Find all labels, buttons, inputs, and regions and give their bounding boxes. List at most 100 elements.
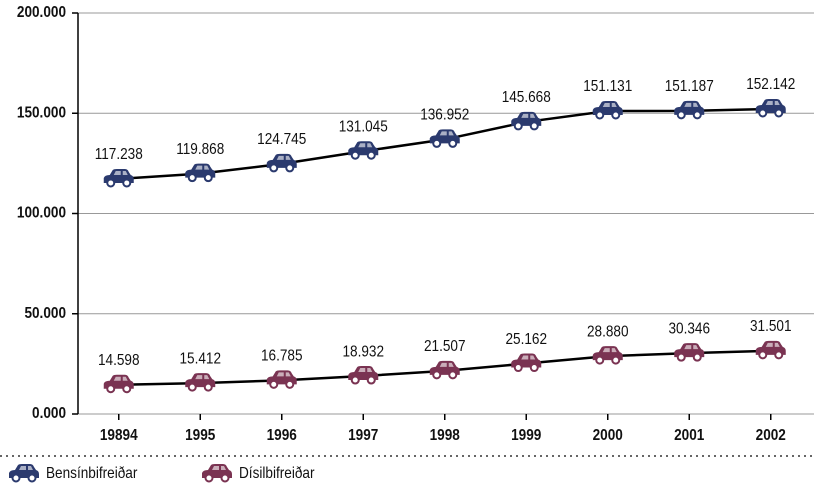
car-wheel xyxy=(204,473,214,483)
data-label: 25.162 xyxy=(505,331,547,348)
car-wheel xyxy=(432,370,442,380)
car-marker xyxy=(755,98,786,118)
car-marker xyxy=(103,374,134,394)
car-marker xyxy=(755,340,786,360)
car-window xyxy=(358,368,373,373)
y-tick-label: 50.000 xyxy=(24,305,66,322)
car-window xyxy=(521,355,536,360)
car-wheel xyxy=(285,379,295,389)
data-label: 151.131 xyxy=(583,78,632,95)
y-tick-label: 150.000 xyxy=(17,105,66,122)
data-label: 18.932 xyxy=(342,343,384,360)
y-tick-label: 0.000 xyxy=(32,405,66,422)
car-window xyxy=(765,100,780,105)
car-window xyxy=(195,165,210,170)
car-wheel xyxy=(366,375,376,385)
car-window xyxy=(195,375,210,380)
car-window xyxy=(358,143,373,148)
data-label: 119.868 xyxy=(176,141,224,158)
car-wheel xyxy=(106,178,116,188)
car-wheel xyxy=(220,473,230,483)
car-marker xyxy=(348,141,379,160)
car-wheel xyxy=(187,173,197,183)
car-marker xyxy=(266,370,297,389)
car-wheel xyxy=(513,121,523,131)
car-window xyxy=(276,372,291,377)
data-label: 124.745 xyxy=(257,131,306,148)
car-wheel xyxy=(611,110,621,120)
car-wheel xyxy=(529,121,539,131)
car-window xyxy=(602,102,617,107)
data-label: 14.598 xyxy=(98,352,140,369)
x-tick-label: 2002 xyxy=(756,427,786,444)
car-window xyxy=(439,131,454,136)
x-tick-label: 1995 xyxy=(185,427,215,444)
data-label: 145.668 xyxy=(502,89,551,106)
car-wheel xyxy=(758,108,768,118)
car-window xyxy=(602,348,617,353)
car-wheel xyxy=(595,110,605,120)
data-label: 151.187 xyxy=(665,78,714,95)
x-tick-label: 2000 xyxy=(593,427,623,444)
car-window xyxy=(19,466,33,470)
car-wheel xyxy=(269,163,279,173)
car-marker xyxy=(592,100,623,120)
car-wheel xyxy=(595,355,605,365)
y-tick-label: 100.000 xyxy=(17,205,66,222)
car-window xyxy=(113,376,128,381)
car-marker xyxy=(511,111,542,131)
legend-label: Dísilbifreiðar xyxy=(239,465,315,482)
x-tick-label: 1998 xyxy=(430,427,460,444)
legend-icon xyxy=(9,464,39,483)
data-label: 28.880 xyxy=(587,323,629,340)
car-wheel xyxy=(203,382,213,392)
x-tick-label: 19894 xyxy=(100,427,138,444)
car-wheel xyxy=(448,138,458,148)
car-marker xyxy=(429,360,460,380)
car-wheel xyxy=(285,163,295,173)
car-wheel xyxy=(269,379,279,389)
car-window xyxy=(439,362,454,367)
x-tick-label: 1996 xyxy=(267,427,297,444)
car-marker xyxy=(592,346,623,365)
car-wheel xyxy=(432,138,442,148)
car-marker xyxy=(185,163,216,183)
car-window xyxy=(684,345,699,350)
data-label: 117.238 xyxy=(95,146,143,163)
y-tick-label: 200.000 xyxy=(17,4,66,21)
car-wheel xyxy=(203,173,213,183)
car-wheel xyxy=(529,363,539,373)
car-wheel xyxy=(448,370,458,380)
legend-label: Bensínbifreiðar xyxy=(46,465,137,482)
legend-icon xyxy=(202,464,232,483)
car-wheel xyxy=(11,473,21,483)
car-marker xyxy=(185,373,216,392)
car-wheel xyxy=(513,363,523,373)
data-label: 131.045 xyxy=(339,119,388,136)
car-wheel xyxy=(692,352,702,362)
car-window xyxy=(212,466,226,470)
data-label: 31.501 xyxy=(750,318,792,335)
data-label: 136.952 xyxy=(420,107,469,124)
data-label: 16.785 xyxy=(261,348,303,365)
car-wheel xyxy=(692,110,702,120)
car-wheel xyxy=(187,382,197,392)
data-label: 21.507 xyxy=(424,338,466,355)
car-marker xyxy=(266,153,297,173)
car-window xyxy=(113,170,128,175)
car-wheel xyxy=(350,375,360,385)
car-wheel xyxy=(106,384,116,394)
x-tick-label: 2001 xyxy=(674,427,704,444)
car-marker xyxy=(103,168,134,188)
x-tick-label: 1997 xyxy=(348,427,378,444)
car-wheel xyxy=(122,384,132,394)
car-marker xyxy=(348,366,379,385)
car-window xyxy=(765,342,780,347)
car-wheel xyxy=(366,150,376,160)
car-wheel xyxy=(676,110,686,120)
car-window xyxy=(276,155,291,160)
car-marker xyxy=(674,343,705,362)
car-marker xyxy=(429,129,460,148)
car-marker xyxy=(511,353,542,373)
car-wheel xyxy=(611,355,621,365)
